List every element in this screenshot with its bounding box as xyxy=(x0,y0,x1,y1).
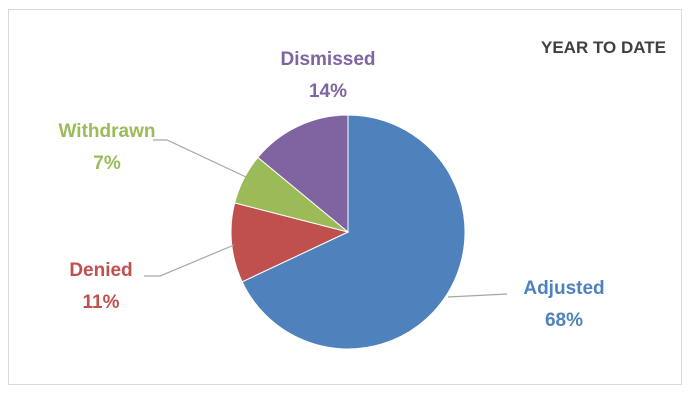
data-labels: Adjusted 68% Denied 11% Withdrawn 7% Dismissed… xyxy=(59,49,605,331)
leader-line-denied xyxy=(144,244,235,277)
data-label-name-denied: Denied xyxy=(69,260,132,281)
chart-title: YEAR TO DATE xyxy=(541,38,666,57)
pie-slice-adjusted xyxy=(241,114,466,350)
data-label-value-denied: 11% xyxy=(83,292,120,313)
data-label-value-dismissed: 14% xyxy=(309,81,347,102)
data-label-value-withdrawn: 7% xyxy=(93,153,121,174)
data-label-value-adjusted: 68% xyxy=(545,310,583,331)
leader-lines xyxy=(144,139,508,298)
data-label-name-adjusted: Adjusted xyxy=(523,278,604,299)
data-label-name-withdrawn: Withdrawn xyxy=(59,121,156,142)
pie-slice-denied xyxy=(230,202,350,283)
pie-slice-dismissed xyxy=(257,114,349,234)
data-label-name-dismissed: Dismissed xyxy=(280,49,375,70)
leader-line-withdrawn xyxy=(153,139,247,178)
pie-slices xyxy=(230,114,466,350)
leader-line-adjusted xyxy=(447,293,508,298)
